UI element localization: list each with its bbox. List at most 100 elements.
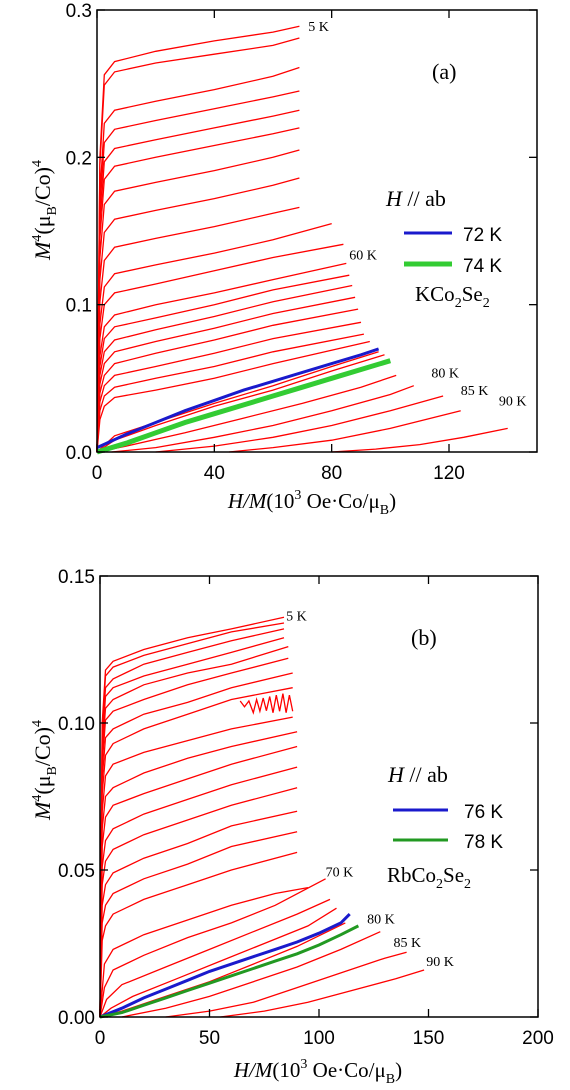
panel-b-series-line-11 — [99, 766, 298, 1018]
panel-b-series-line-2 — [99, 628, 285, 1018]
panel-b-highlight-group — [99, 913, 360, 1019]
panel-a-legend: H // ab 72 K 74 K — [385, 186, 502, 277]
panel-b-series-line-16 — [99, 886, 309, 1018]
panel-b-highlight-76k — [99, 913, 351, 1019]
panel-a-legend-field-text: // ab — [402, 186, 446, 211]
panel-b-series-line-8 — [99, 716, 293, 1018]
panel-a-highlight-74k — [96, 358, 392, 455]
panel-a-series-line-7 — [96, 177, 300, 453]
panel-b-legend: H // ab 76 K 78 K — [387, 762, 503, 853]
svg-text:H // ab: H // ab — [387, 762, 448, 787]
panel-b-legend-entry-78k: 78 K — [464, 832, 503, 853]
panel-a-series-line-10 — [96, 243, 344, 453]
panel-a-temp-label-2: 80 K — [431, 366, 459, 381]
panel-b-series-line-15 — [99, 851, 298, 1018]
panel-a-x-tick-label-0: 0 — [92, 463, 103, 484]
panel-b-series-glitch — [239, 693, 294, 715]
panel-b-y-tick-label-2: 0.10 — [58, 714, 95, 735]
panel-a-series-line-6 — [96, 149, 300, 453]
panel-b-temp-label-4: 90 K — [426, 955, 454, 970]
panel-b-series-line-21 — [121, 931, 381, 1018]
panel-b-x-tick-label-4: 200 — [522, 1028, 554, 1049]
panel-a-temp-label-4: 90 K — [499, 394, 527, 409]
panel-b-x-tick-label-2: 100 — [303, 1028, 335, 1049]
panel-a-plot-frame — [96, 9, 538, 453]
panel-b-label: (b) — [411, 625, 437, 650]
panel-a-series-line-15 — [96, 308, 359, 453]
panel-a-series-line-13 — [96, 284, 353, 453]
panel-b-series-line-18 — [99, 898, 331, 1018]
panel-a-y-axis-label: M4(μB/Co)4 — [30, 160, 60, 261]
panel-b-series-line-4 — [99, 645, 289, 1018]
panel-b-temp-label-2: 80 K — [367, 913, 395, 928]
panel-b-y-tick-label-1: 0.05 — [58, 861, 95, 882]
panel-a-x-tick-label-2: 80 — [321, 463, 342, 484]
panel-b-legend-field-text: // ab — [404, 762, 448, 787]
panel-b-x-axis-label: H/M(103 Oe·Co/μB) — [233, 1057, 402, 1087]
panel-b-series-line-14 — [99, 831, 298, 1018]
panel-b-compound-label: RbCo2Se2 — [387, 863, 471, 892]
panel-a-temp-label-1: 60 K — [349, 249, 377, 264]
panel-a-series-line-25 — [331, 427, 508, 453]
panel-b-temp-label-3: 85 K — [393, 936, 421, 951]
panel-a-series-line-9 — [96, 222, 332, 453]
panel-b-y-tick-label-3: 0.15 — [58, 567, 95, 588]
panel-a-series-line-22 — [111, 385, 415, 453]
panel-a-series-line-5 — [96, 127, 300, 453]
panel-a-series-line-1 — [96, 37, 300, 453]
panel-a-series-line-4 — [96, 109, 300, 453]
panel-b-rbco2se2: 0 50 100 150 200 0.00 0.05 0.10 0.15 (b) H // ab… — [30, 567, 554, 1087]
panel-a-series-line-17 — [96, 333, 365, 453]
panel-b-x-tick-label-1: 50 — [199, 1028, 220, 1049]
panel-a-series-group — [96, 25, 508, 453]
panel-a-series-line-16 — [96, 321, 362, 453]
panel-b-series-line-3 — [99, 637, 285, 1018]
panel-a-series-line-21 — [96, 374, 397, 453]
panel-b-series-line-13 — [99, 810, 298, 1018]
panel-a-series-line-23 — [155, 395, 444, 453]
panel-a-x-axis-label: H/M(103 Oe·Co/μB) — [227, 488, 396, 518]
panel-a-label: (a) — [432, 59, 456, 84]
panel-b-temp-label-1: 70 K — [326, 865, 354, 880]
panel-a-compound-label: KCo2Se2 — [415, 282, 490, 311]
panel-a-kco2se2: 0 40 80 120 0.0 0.1 0.2 0.3 (a) H // ab 72 K 74… — [30, 1, 538, 518]
panel-a-series-line-3 — [96, 90, 300, 453]
panel-a-x-tick-label-3: 120 — [433, 463, 465, 484]
panel-b-series-line-6 — [99, 672, 293, 1018]
panel-a-series-line-12 — [96, 274, 350, 453]
panel-b-series-line-12 — [99, 787, 298, 1018]
panel-a-series-line-18 — [96, 340, 370, 453]
panel-a-series-line-24 — [228, 410, 461, 453]
panel-a-y-tick-label-2: 0.2 — [66, 148, 92, 169]
panel-b-series-line-10 — [99, 745, 298, 1018]
panel-b-legend-field-symbol: H — [387, 762, 405, 787]
panel-a-series-line-0 — [96, 25, 300, 453]
panel-b-temp-label-0: 5 K — [286, 610, 307, 625]
panel-a-series-line-19 — [96, 351, 379, 453]
panel-b-y-tick-label-0: 0.00 — [58, 1008, 95, 1029]
panel-a-series-line-2 — [96, 66, 300, 453]
svg-text:H // ab: H // ab — [385, 186, 446, 211]
panel-a-y-tick-label-1: 0.1 — [66, 296, 92, 317]
panel-a-temperature-labels: 5 K 60 K 80 K85 K 90 K — [308, 20, 526, 409]
panel-b-series-line-17 — [99, 878, 326, 1018]
panel-b-series-line-9 — [99, 731, 298, 1018]
panel-a-temp-label-0: 5 K — [308, 20, 329, 35]
panel-b-ticks: 0 50 100 150 200 0.00 0.05 0.10 0.15 — [58, 567, 554, 1049]
panel-a-series-line-11 — [96, 262, 347, 453]
panel-a-series-line-8 — [96, 206, 300, 453]
panel-a-highlight-group — [96, 347, 392, 455]
panel-a-series-line-14 — [96, 296, 356, 453]
panel-b-series-line-23 — [220, 969, 425, 1018]
panel-a-temp-label-3: 85 K — [461, 384, 489, 399]
panel-a-y-tick-label-3: 0.3 — [66, 1, 92, 22]
panel-b-series-line-5 — [99, 657, 289, 1018]
panel-b-temperature-labels: 5 K 70 K 80 K 85 K 90 K — [286, 610, 454, 970]
panel-b-plot-frame — [99, 575, 539, 1018]
panel-a-legend-field-symbol: H — [385, 186, 403, 211]
panel-a-legend-entry-74k: 74 K — [463, 256, 502, 277]
panel-b-series-line-19 — [99, 907, 337, 1018]
panel-b-y-axis-label: M4(μB/Co)4 — [30, 720, 60, 821]
panel-b-highlight-78k — [99, 924, 360, 1019]
